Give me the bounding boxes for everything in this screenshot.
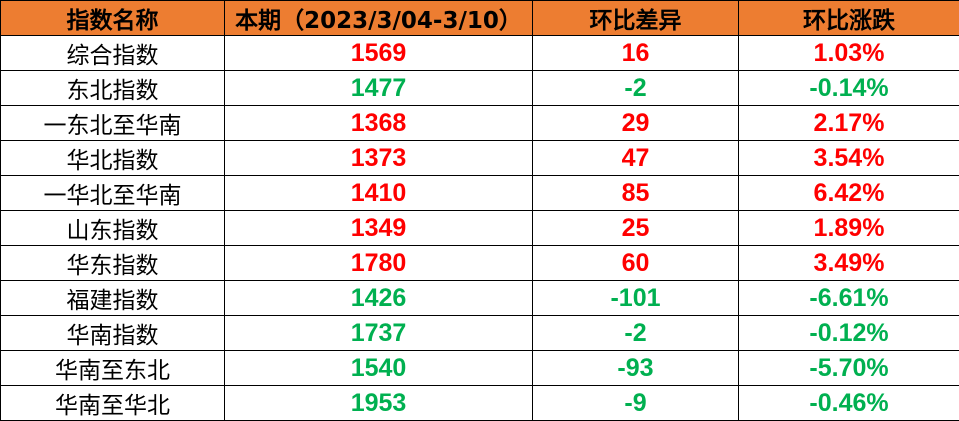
diff-cell: 47 — [533, 141, 739, 176]
diff-cell: 60 — [533, 246, 739, 281]
header-index-name: 指数名称 — [1, 1, 225, 36]
pct-change-cell: 3.49% — [739, 246, 959, 281]
pct-change-cell: -0.46% — [739, 386, 959, 421]
pct-change-cell: -6.61% — [739, 281, 959, 316]
diff-cell: -101 — [533, 281, 739, 316]
diff-cell: 85 — [533, 176, 739, 211]
index-name-cell: 华东指数 — [1, 246, 225, 281]
current-value-cell: 1569 — [225, 36, 533, 71]
diff-cell: 29 — [533, 106, 739, 141]
pct-change-cell: 1.03% — [739, 36, 959, 71]
index-name-cell: 华南至华北 — [1, 386, 225, 421]
diff-cell: 25 — [533, 211, 739, 246]
header-pct-change: 环比涨跌 — [739, 1, 959, 36]
pct-change-cell: -0.14% — [739, 71, 959, 106]
index-name-cell: 山东指数 — [1, 211, 225, 246]
index-name-cell: 华南至东北 — [1, 351, 225, 386]
diff-cell: -93 — [533, 351, 739, 386]
current-value-cell: 1349 — [225, 211, 533, 246]
current-value-cell: 1373 — [225, 141, 533, 176]
index-name-cell: 一东北至华南 — [1, 106, 225, 141]
header-current-period: 本期（2023/3/04-3/10） — [225, 1, 533, 36]
diff-cell: -9 — [533, 386, 739, 421]
current-value-cell: 1540 — [225, 351, 533, 386]
current-value-cell: 1737 — [225, 316, 533, 351]
pct-change-cell: -5.70% — [739, 351, 959, 386]
current-value-cell: 1410 — [225, 176, 533, 211]
header-diff: 环比差异 — [533, 1, 739, 36]
diff-cell: 16 — [533, 36, 739, 71]
pct-change-cell: 3.54% — [739, 141, 959, 176]
pct-change-cell: 6.42% — [739, 176, 959, 211]
index-name-cell: 华北指数 — [1, 141, 225, 176]
current-value-cell: 1780 — [225, 246, 533, 281]
index-name-cell: 东北指数 — [1, 71, 225, 106]
index-name-cell: 一华北至华南 — [1, 176, 225, 211]
index-name-cell: 华南指数 — [1, 316, 225, 351]
index-name-cell: 综合指数 — [1, 36, 225, 71]
diff-cell: -2 — [533, 316, 739, 351]
index-name-cell: 福建指数 — [1, 281, 225, 316]
pct-change-cell: 1.89% — [739, 211, 959, 246]
current-value-cell: 1477 — [225, 71, 533, 106]
current-value-cell: 1368 — [225, 106, 533, 141]
pct-change-cell: 2.17% — [739, 106, 959, 141]
current-value-cell: 1953 — [225, 386, 533, 421]
current-value-cell: 1426 — [225, 281, 533, 316]
header-row: 指数名称 本期（2023/3/04-3/10） 环比差异 环比涨跌 — [1, 1, 959, 36]
pct-change-cell: -0.12% — [739, 316, 959, 351]
diff-cell: -2 — [533, 71, 739, 106]
